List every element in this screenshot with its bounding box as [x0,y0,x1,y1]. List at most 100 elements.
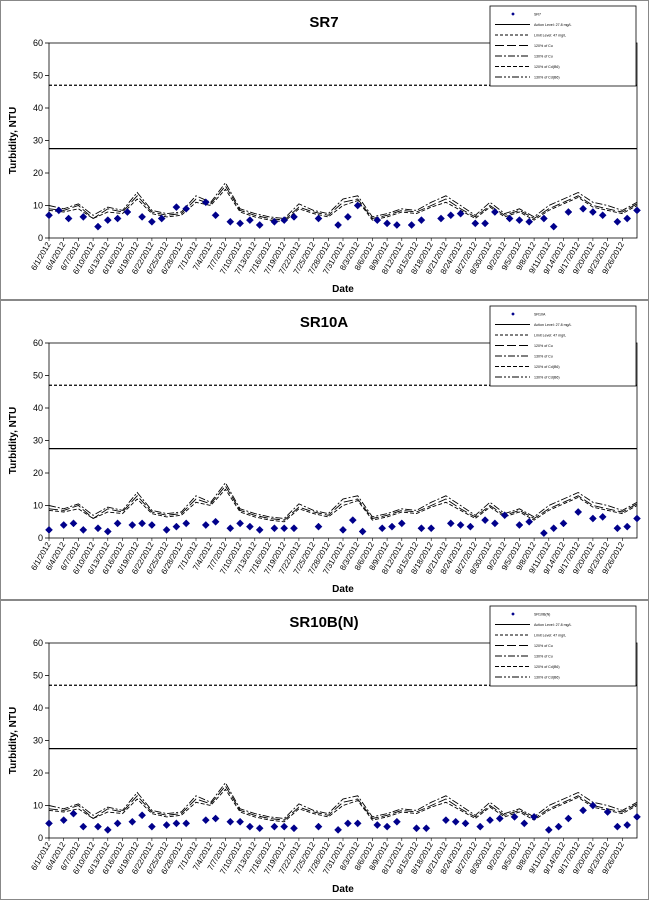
legend-entry: 130% of Cd(B6) [534,375,560,379]
legend-entry: SR7 [534,12,541,16]
data-point [211,211,220,220]
data-point [495,814,504,823]
data-point [339,525,347,534]
y-tick-label: 20 [33,468,43,478]
legend-entry: Action Level: 27.8 mg/L [534,323,572,327]
x-axis-label: Date [332,584,354,595]
x-axis-label: Date [332,884,354,895]
legend-box [489,305,637,387]
data-point [417,524,426,533]
data-point [148,521,156,529]
data-point [589,208,597,216]
data-point [598,211,607,220]
data-point [211,517,220,526]
data-point [182,519,191,528]
y-tick-label: 20 [33,168,43,178]
data-point [128,817,137,826]
y-axis-label: Turbidity, NTU [8,407,19,474]
data-point [412,824,421,833]
data-point [94,822,102,831]
legend-entry: Limit Level: 47 mg/L [534,33,566,37]
data-point [603,808,612,816]
data-point [138,212,146,221]
data-point [613,822,622,831]
data-point [383,219,391,228]
data-point [510,812,519,821]
data-point [530,812,538,821]
data-point [138,519,146,528]
data-point [59,816,68,825]
y-tick-label: 0 [38,233,43,243]
data-point [633,206,641,215]
data-point [246,822,254,831]
data-point [422,824,431,833]
data-point [623,522,632,531]
data-point [290,212,298,221]
data-point [79,212,88,221]
data-point [334,221,342,229]
data-point [549,222,558,231]
x-axis-label: Date [332,284,354,295]
chart-panel-sr7: SR7 0 10 20 30 40 50 60 Turbidity, NTU 6/1/2012 6/… [0,0,649,300]
data-point [373,821,382,829]
y-axis-label: Turbidity, NTU [8,707,19,774]
legend-entry: 120% of Cd(B6) [534,365,560,369]
data-point [45,211,53,220]
data-point [148,217,156,226]
legend-entry: Limit Level: 47 mg/L [534,333,566,337]
y-tick-label: 20 [33,768,43,778]
data-point [255,221,264,229]
legend-marker [511,12,515,16]
y-tick-label: 10 [33,501,43,511]
data-point [554,822,563,831]
data-point [481,219,489,228]
data-point [172,203,181,212]
data-point [94,524,102,533]
y-tick-label: 0 [38,533,43,543]
data-point [94,222,102,231]
y-tick-label: 10 [33,801,43,811]
data-point [79,525,88,534]
data-point [314,522,323,531]
guide-series-line [48,185,638,221]
y-tick-label: 50 [33,371,43,381]
y-tick-label: 30 [33,136,43,146]
data-point [103,527,112,536]
guide-series-line [48,181,638,219]
data-point [461,819,470,828]
data-point [344,819,352,828]
data-point [182,819,191,828]
data-point [486,816,494,825]
data-point [54,206,63,215]
data-point [157,214,166,223]
y-tick-label: 40 [33,403,43,413]
legend-entry: SR10B(N) [534,612,550,616]
data-point [69,519,78,528]
data-point [201,816,210,825]
data-point [544,825,553,834]
data-point [407,221,416,229]
legend-entry: 120% of Cu [534,44,553,48]
data-point [559,519,568,528]
guide-series-line [48,481,638,519]
data-point [451,817,460,826]
data-point [162,821,171,829]
data-point [397,519,406,528]
y-tick-label: 30 [33,436,43,446]
data-point [172,522,181,531]
data-point [314,822,323,831]
legend-entry: SR10A [534,312,546,316]
data-point [520,819,529,828]
data-point [388,522,396,531]
data-point [211,814,220,823]
legend-entry: 120% of Cu [534,344,553,348]
legend-box [489,605,637,687]
y-tick-label: 30 [33,736,43,746]
data-point [64,214,73,223]
data-point [383,822,391,831]
legend-entry: 130% of Cu [534,654,553,658]
data-point [633,514,641,523]
data-point [148,822,156,831]
data-point [589,801,597,810]
